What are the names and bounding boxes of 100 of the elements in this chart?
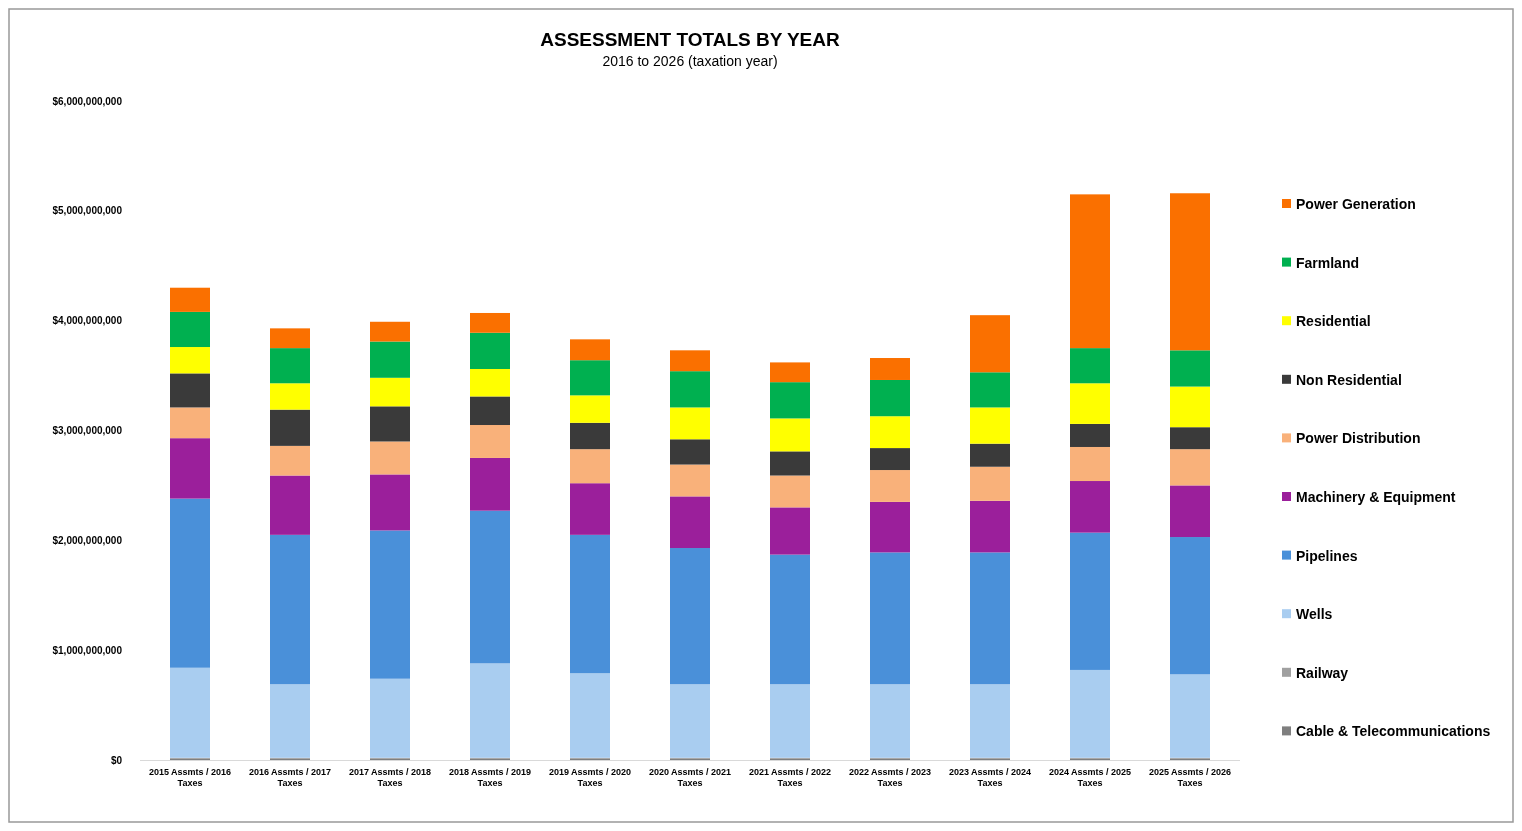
- bar: [470, 368, 510, 397]
- bar: [370, 678, 410, 758]
- bar: [670, 464, 710, 497]
- chart-title: ASSESSMENT TOTALS BY YEAR: [540, 29, 841, 50]
- y-tick-label: $5,000,000,000: [52, 205, 123, 217]
- bar: [970, 466, 1010, 501]
- x-tick-label: 2025 Assmts / 2026 Taxes: [1148, 767, 1232, 789]
- legend-label: Railway: [1296, 664, 1349, 681]
- bar: [1070, 423, 1110, 447]
- bar: [1170, 427, 1210, 450]
- x-tick-label: 2019 Assmts / 2020 Taxes: [548, 767, 632, 789]
- bar: [770, 382, 810, 419]
- bar: [370, 474, 410, 531]
- x-tick-label: 2018 Assmts / 2019 Taxes: [448, 767, 532, 789]
- bar: [570, 449, 610, 484]
- bar: [1170, 449, 1210, 486]
- bar: [470, 510, 510, 664]
- bar: [570, 395, 610, 423]
- bar: [170, 287, 210, 312]
- legend-label: Residential: [1296, 313, 1371, 330]
- bar: [270, 684, 310, 758]
- bar: [370, 321, 410, 342]
- bar: [670, 407, 710, 440]
- x-tick-label: 2023 Assmts / 2024 Taxes: [948, 767, 1032, 789]
- bar: [670, 684, 710, 758]
- bar: [170, 498, 210, 668]
- bar: [770, 451, 810, 476]
- bar: [970, 443, 1010, 467]
- legend-label: Wells: [1296, 606, 1333, 623]
- bar: [1170, 674, 1210, 758]
- x-tick-label: 2020 Assmts / 2021 Taxes: [648, 767, 732, 789]
- bar: [570, 360, 610, 396]
- bar: [970, 552, 1010, 685]
- legend-label: Cable & Telecommunications: [1296, 723, 1491, 740]
- bar: [570, 673, 610, 758]
- bar: [770, 554, 810, 685]
- bar: [870, 470, 910, 502]
- bar: [770, 475, 810, 508]
- bar: [870, 552, 910, 685]
- x-tick-label: 2022 Assmts / 2023 Taxes: [848, 767, 932, 789]
- x-tick-label: 2016 Assmts / 2017 Taxes: [248, 767, 332, 789]
- bar: [470, 312, 510, 333]
- bar: [270, 328, 310, 349]
- bar: [470, 332, 510, 369]
- bar: [270, 409, 310, 446]
- x-tick-label: 2015 Assmts / 2016 Taxes: [148, 767, 232, 789]
- bar: [370, 530, 410, 679]
- y-tick-label: $1,000,000,000: [52, 644, 123, 656]
- bar: [270, 445, 310, 476]
- y-tick-label: $2,000,000,000: [52, 534, 123, 546]
- legend-label: Machinery & Equipment: [1296, 488, 1456, 505]
- bar: [870, 379, 910, 417]
- bar: [770, 362, 810, 383]
- bar: [270, 383, 310, 410]
- x-tick-label: 2017 Assmts / 2018 Taxes: [348, 767, 432, 789]
- bar: [370, 441, 410, 475]
- bar: [770, 507, 810, 555]
- bar: [670, 496, 710, 549]
- bar: [870, 416, 910, 449]
- bar: [1070, 446, 1110, 482]
- x-tick-label: 2024 Assmts / 2025 Taxes: [1048, 767, 1132, 789]
- bar: [770, 418, 810, 452]
- chart-subtitle: 2016 to 2026 (taxation year): [602, 53, 778, 69]
- bar: [1170, 485, 1210, 538]
- bar: [170, 667, 210, 758]
- y-tick-label: $0: [110, 754, 123, 766]
- bar: [1170, 193, 1210, 351]
- bar: [270, 348, 310, 384]
- bar: [570, 483, 610, 535]
- bar: [470, 425, 510, 458]
- bar: [870, 501, 910, 553]
- bar: [1070, 669, 1110, 758]
- y-tick-label: $6,000,000,000: [52, 95, 123, 107]
- bar: [270, 534, 310, 685]
- bar: [470, 663, 510, 758]
- legend-label: Farmland: [1296, 254, 1360, 271]
- bar: [370, 406, 410, 442]
- bar: [170, 347, 210, 374]
- legend-label: Pipelines: [1296, 547, 1358, 564]
- bar: [1170, 537, 1210, 675]
- bar: [1070, 348, 1110, 384]
- bar: [1070, 481, 1110, 533]
- x-tick-label: 2021 Assmts / 2022 Taxes: [748, 767, 832, 789]
- bar: [670, 548, 710, 685]
- bar: [370, 377, 410, 407]
- bar: [970, 315, 1010, 373]
- bar: [570, 534, 610, 674]
- bar: [570, 339, 610, 361]
- bar: [1070, 383, 1110, 424]
- bar: [1170, 386, 1210, 428]
- bar: [970, 372, 1010, 408]
- bar: [970, 407, 1010, 444]
- bar: [870, 358, 910, 380]
- y-tick-label: $3,000,000,000: [52, 425, 123, 436]
- bar: [970, 684, 1010, 758]
- bar: [670, 371, 710, 408]
- bar: [170, 407, 210, 439]
- bar: [970, 500, 1010, 553]
- bar: [470, 457, 510, 511]
- bar: [870, 684, 910, 758]
